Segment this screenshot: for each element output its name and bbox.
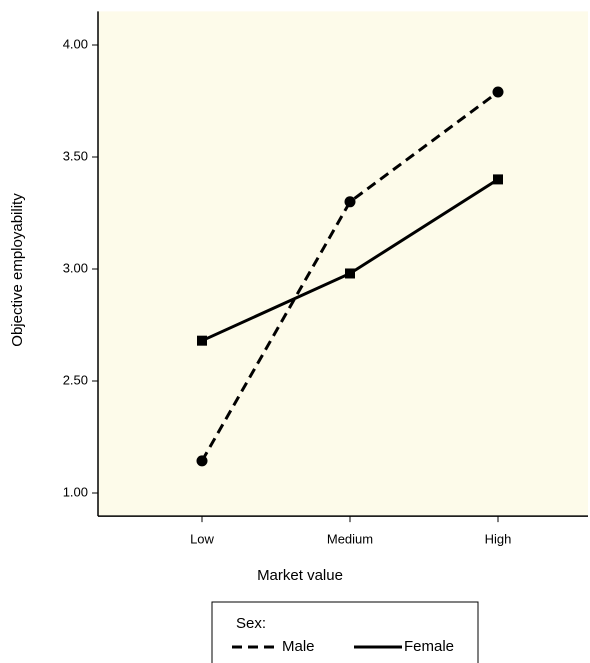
y-tick-label: 3.00	[63, 260, 88, 275]
y-axis-label: Objective employability	[9, 193, 26, 347]
marker	[197, 335, 207, 346]
plot-background	[98, 11, 588, 517]
legend-box	[211, 601, 479, 663]
marker	[344, 196, 356, 208]
y-tick-label: 4.00	[63, 36, 88, 51]
y-tick-label: 1.00	[63, 484, 88, 499]
legend-title: Sex:	[236, 615, 266, 632]
y-tick-label: 2.50	[63, 372, 88, 387]
x-tick-label: Medium	[327, 532, 373, 547]
x-axis-label: Market value	[257, 567, 343, 584]
marker	[492, 86, 504, 98]
legend-label: Female	[404, 638, 454, 655]
marker	[493, 174, 503, 185]
x-tick-label: High	[485, 532, 512, 547]
y-tick-label: 3.50	[63, 148, 88, 163]
series-line	[200, 90, 499, 462]
legend-label: Male	[282, 638, 315, 655]
marker	[345, 268, 355, 279]
marker	[196, 455, 208, 467]
x-tick-label: Low	[190, 532, 214, 547]
